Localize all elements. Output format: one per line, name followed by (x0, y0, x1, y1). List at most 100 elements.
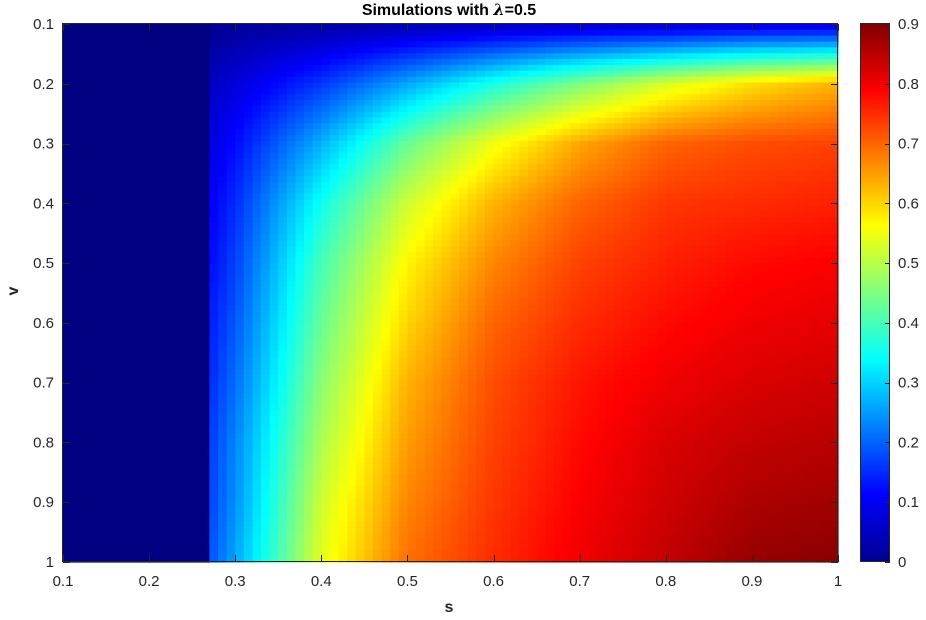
heatmap-cell (614, 246, 624, 253)
heatmap-cell (364, 88, 374, 95)
heatmap-cell (278, 211, 288, 218)
heatmap-cell (734, 100, 744, 107)
heatmap-cell (398, 205, 409, 212)
heatmap-cell (545, 152, 555, 160)
heatmap-cell (820, 269, 830, 277)
heatmap-cell (209, 59, 219, 66)
heatmap-cell (734, 199, 744, 206)
heatmap-cell (312, 94, 322, 101)
heatmap-cell (295, 193, 305, 201)
heatmap-cell (657, 263, 667, 271)
heatmap-cell (200, 82, 210, 89)
heatmap-cell (80, 47, 90, 54)
heatmap-cell (200, 328, 210, 335)
heatmap-cell (106, 228, 116, 236)
heatmap-cell (502, 181, 512, 189)
heatmap-cell (407, 129, 417, 136)
heatmap-cell (329, 111, 340, 119)
heatmap-cell (114, 199, 124, 206)
heatmap-cell (106, 240, 116, 247)
heatmap-cell (459, 82, 469, 89)
heatmap-cell (407, 257, 417, 265)
heatmap-cell (571, 76, 581, 84)
heatmap-cell (519, 53, 529, 60)
heatmap-cell (174, 70, 185, 78)
heatmap-cell (192, 29, 202, 37)
heatmap-cell (639, 164, 650, 171)
heatmap-cell (441, 246, 452, 253)
heatmap-cell (519, 152, 529, 160)
heatmap-cell (708, 111, 719, 119)
heatmap-cell (751, 152, 762, 160)
heatmap-cell (769, 298, 779, 306)
heatmap-cell (80, 263, 90, 271)
heatmap-cell (588, 193, 598, 201)
heatmap-cell (571, 257, 581, 265)
heatmap-cell (157, 164, 167, 171)
heatmap-cell (364, 59, 374, 66)
heatmap-cell (295, 105, 305, 113)
heatmap-cell (269, 70, 279, 78)
heatmap-cell (562, 181, 572, 189)
heatmap-cell (683, 310, 693, 317)
heatmap-cell (596, 158, 607, 165)
heatmap-cell (631, 275, 641, 282)
heatmap-cell (157, 94, 167, 101)
heatmap-cell (286, 216, 297, 224)
heatmap-cell (700, 199, 710, 206)
heatmap-cell (502, 199, 512, 206)
heatmap-cell (467, 94, 477, 101)
heatmap-cell (373, 24, 383, 31)
heatmap-cell (373, 298, 383, 306)
heatmap-cell (364, 152, 374, 160)
heatmap-cell (106, 287, 116, 294)
heatmap-cell (717, 310, 727, 317)
heatmap-cell (398, 76, 409, 84)
heatmap-cell (209, 29, 219, 37)
heatmap-cell (424, 29, 434, 37)
heatmap-cell (588, 117, 598, 125)
heatmap-cell (304, 176, 314, 183)
heatmap-cell (183, 181, 193, 189)
heatmap-cell (708, 187, 719, 195)
heatmap-cell (200, 275, 210, 282)
heatmap-cell (545, 316, 555, 323)
heatmap-cell (812, 129, 822, 136)
heatmap-cell (321, 94, 331, 101)
heatmap-cell (424, 257, 434, 265)
heatmap-cell (192, 24, 202, 31)
heatmap-cell (648, 29, 658, 37)
heatmap-cell (476, 41, 486, 48)
heatmap-cell (476, 211, 486, 218)
heatmap-cell (510, 47, 520, 54)
heatmap-cell (364, 64, 374, 72)
heatmap-cell (424, 135, 434, 142)
heatmap-cell (200, 293, 210, 300)
heatmap-cell (192, 123, 202, 130)
heatmap-cell (786, 316, 796, 323)
heatmap-cell (510, 105, 520, 113)
heatmap-cell (700, 152, 710, 160)
heatmap-cell (631, 216, 641, 224)
heatmap-cell (149, 275, 159, 282)
heatmap-cell (269, 333, 279, 341)
heatmap-cell (614, 257, 624, 265)
heatmap-cell (631, 100, 641, 107)
heatmap-cell (683, 322, 693, 329)
heatmap-cell (355, 88, 365, 95)
heatmap-cell (743, 170, 753, 177)
heatmap-cell (433, 252, 443, 259)
heatmap-cell (562, 269, 572, 277)
heatmap-cell (398, 94, 409, 101)
heatmap-cell (786, 41, 796, 48)
heatmap-cell (588, 322, 598, 329)
heatmap-cell (829, 158, 839, 165)
heatmap-cell (717, 205, 727, 212)
heatmap-cell (588, 222, 598, 230)
heatmap-cell (407, 199, 417, 206)
heatmap-cell (579, 76, 589, 84)
heatmap-cell (726, 24, 736, 31)
heatmap-cell (329, 176, 340, 183)
heatmap-cell (304, 70, 314, 78)
heatmap-cell (235, 240, 245, 247)
